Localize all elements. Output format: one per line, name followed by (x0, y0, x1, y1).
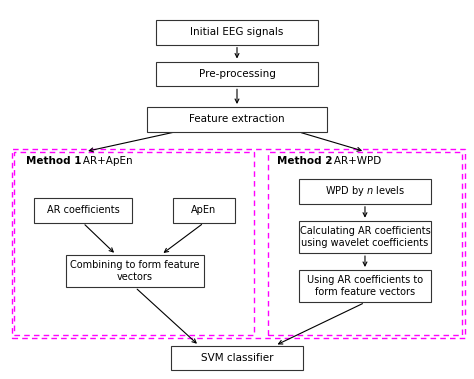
Text: AR coefficients: AR coefficients (46, 205, 119, 215)
FancyBboxPatch shape (34, 198, 131, 223)
Text: SVM classifier: SVM classifier (201, 353, 273, 363)
Text: : AR+ApEn: : AR+ApEn (76, 156, 132, 166)
FancyBboxPatch shape (299, 221, 431, 253)
Text: Combining to form feature
vectors: Combining to form feature vectors (70, 260, 200, 282)
Text: Method 2: Method 2 (277, 156, 333, 166)
FancyBboxPatch shape (173, 198, 235, 223)
FancyBboxPatch shape (299, 270, 431, 302)
Text: Using AR coefficients to
form feature vectors: Using AR coefficients to form feature ve… (307, 276, 423, 297)
FancyBboxPatch shape (171, 346, 303, 371)
Text: ApEn: ApEn (191, 205, 217, 215)
Text: Calculating AR coefficients
using wavelet coefficients: Calculating AR coefficients using wavele… (300, 226, 430, 247)
Text: Initial EEG signals: Initial EEG signals (191, 27, 283, 37)
Text: Method 1: Method 1 (26, 156, 82, 166)
FancyBboxPatch shape (147, 107, 327, 132)
FancyBboxPatch shape (66, 255, 204, 287)
Text: Feature extraction: Feature extraction (189, 114, 285, 124)
Text: Pre-processing: Pre-processing (199, 69, 275, 79)
Text: : AR+WPD: : AR+WPD (327, 156, 381, 166)
FancyBboxPatch shape (156, 20, 318, 44)
Text: WPD by $n$ levels: WPD by $n$ levels (325, 185, 405, 198)
FancyBboxPatch shape (156, 61, 318, 86)
FancyBboxPatch shape (299, 179, 431, 204)
